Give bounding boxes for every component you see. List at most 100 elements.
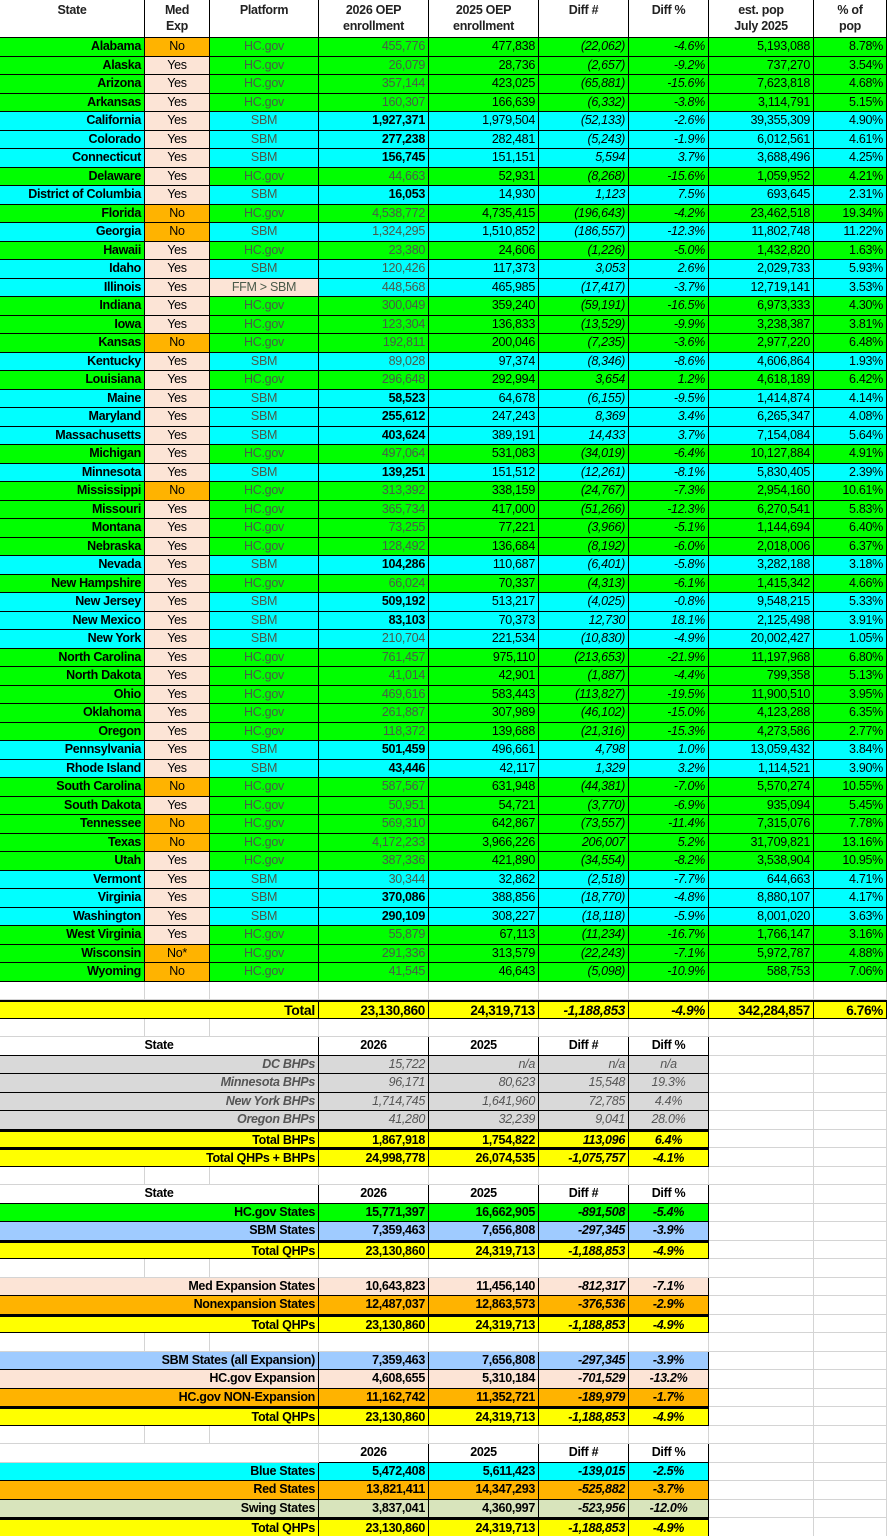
empty-cell[interactable] <box>709 1444 814 1463</box>
diff-percent[interactable]: -3.7% <box>629 278 709 297</box>
summary-value[interactable]: 12,487,037 <box>319 1296 429 1315</box>
state-name[interactable]: Washington <box>0 907 145 926</box>
platform[interactable]: HC.gov <box>210 371 319 390</box>
platform[interactable]: HC.gov <box>210 852 319 871</box>
enrollment-2025[interactable]: 313,579 <box>429 944 539 963</box>
empty-cell[interactable] <box>814 1166 887 1185</box>
empty-cell[interactable] <box>145 1425 210 1444</box>
population[interactable]: 4,606,864 <box>709 352 814 371</box>
population[interactable]: 12,719,141 <box>709 278 814 297</box>
summary-value[interactable]: 10,643,823 <box>319 1277 429 1296</box>
state-name[interactable]: Maryland <box>0 408 145 427</box>
state-name[interactable]: Arizona <box>0 75 145 94</box>
diff-percent[interactable]: -11.4% <box>629 815 709 834</box>
enrollment-2025[interactable]: 151,512 <box>429 463 539 482</box>
empty-cell[interactable] <box>0 1259 145 1278</box>
enrollment-2025[interactable]: 28,736 <box>429 56 539 75</box>
state-name[interactable]: Missouri <box>0 500 145 519</box>
medicaid-expansion[interactable]: Yes <box>145 93 210 112</box>
diff-number[interactable]: (8,192) <box>539 537 629 556</box>
diff-percent[interactable]: -7.0% <box>629 778 709 797</box>
enrollment-2025[interactable]: 24,606 <box>429 241 539 260</box>
empty-cell[interactable] <box>814 1462 887 1481</box>
summary-header[interactable]: Diff % <box>629 1185 709 1204</box>
enrollment-2026[interactable]: 41,014 <box>319 667 429 686</box>
enrollment-2025[interactable]: 307,989 <box>429 704 539 723</box>
summary-value[interactable]: -4.9% <box>629 1518 709 1536</box>
population[interactable]: 799,358 <box>709 667 814 686</box>
column-header[interactable]: State <box>0 0 145 38</box>
summary-label[interactable]: Minnesota BHPs <box>0 1074 319 1093</box>
percent-of-pop[interactable]: 3.95% <box>814 685 887 704</box>
summary-value[interactable]: -812,317 <box>539 1277 629 1296</box>
enrollment-2025[interactable]: 417,000 <box>429 500 539 519</box>
medicaid-expansion[interactable]: No <box>145 815 210 834</box>
enrollment-2026[interactable]: 569,310 <box>319 815 429 834</box>
platform[interactable]: SBM <box>210 556 319 575</box>
summary-value[interactable]: 23,130,860 <box>319 1518 429 1536</box>
enrollment-2025[interactable]: 292,994 <box>429 371 539 390</box>
enrollment-2026[interactable]: 290,109 <box>319 907 429 926</box>
state-name[interactable]: Wyoming <box>0 963 145 982</box>
enrollment-2026[interactable]: 120,426 <box>319 260 429 279</box>
population[interactable]: 8,880,107 <box>709 889 814 908</box>
summary-value[interactable]: 1,641,960 <box>429 1092 539 1111</box>
diff-number[interactable]: (6,155) <box>539 389 629 408</box>
medicaid-expansion[interactable]: Yes <box>145 667 210 686</box>
column-header[interactable]: Platform <box>210 0 319 38</box>
population[interactable]: 10,127,884 <box>709 445 814 464</box>
summary-label[interactable]: Total QHPs <box>0 1314 319 1333</box>
summary-label[interactable]: HC.gov Expansion <box>0 1370 319 1389</box>
summary-header[interactable]: Diff % <box>629 1444 709 1463</box>
medicaid-expansion[interactable]: Yes <box>145 315 210 334</box>
enrollment-2026[interactable]: 192,811 <box>319 334 429 353</box>
empty-cell[interactable] <box>709 1296 814 1315</box>
state-name[interactable]: New Mexico <box>0 611 145 630</box>
state-name[interactable]: Texas <box>0 833 145 852</box>
population[interactable]: 9,548,215 <box>709 593 814 612</box>
summary-value[interactable]: -376,536 <box>539 1296 629 1315</box>
diff-percent[interactable]: -7.7% <box>629 870 709 889</box>
enrollment-2025[interactable]: 97,374 <box>429 352 539 371</box>
state-name[interactable]: New Jersey <box>0 593 145 612</box>
diff-number[interactable]: (7,235) <box>539 334 629 353</box>
percent-of-pop[interactable]: 1.05% <box>814 630 887 649</box>
enrollment-2026[interactable]: 497,064 <box>319 445 429 464</box>
empty-cell[interactable] <box>319 1333 429 1352</box>
empty-cell[interactable] <box>0 1166 145 1185</box>
diff-number[interactable]: (13,529) <box>539 315 629 334</box>
diff-percent[interactable]: -4.4% <box>629 667 709 686</box>
empty-cell[interactable] <box>629 1259 709 1278</box>
percent-of-pop[interactable]: 3.63% <box>814 907 887 926</box>
summary-value[interactable]: -2.9% <box>629 1296 709 1315</box>
total-value[interactable]: 23,130,860 <box>319 1000 429 1019</box>
empty-cell[interactable] <box>709 1166 814 1185</box>
empty-cell[interactable] <box>709 1259 814 1278</box>
enrollment-2026[interactable]: 210,704 <box>319 630 429 649</box>
state-name[interactable]: West Virginia <box>0 926 145 945</box>
empty-cell[interactable] <box>319 981 429 1000</box>
diff-number[interactable]: (2,657) <box>539 56 629 75</box>
enrollment-2026[interactable]: 761,457 <box>319 648 429 667</box>
platform[interactable]: HC.gov <box>210 944 319 963</box>
enrollment-2026[interactable]: 4,172,233 <box>319 833 429 852</box>
platform[interactable]: HC.gov <box>210 537 319 556</box>
empty-cell[interactable] <box>709 1037 814 1056</box>
summary-header[interactable]: Diff % <box>629 1037 709 1056</box>
percent-of-pop[interactable]: 4.68% <box>814 75 887 94</box>
empty-cell[interactable] <box>629 1018 709 1037</box>
population[interactable]: 4,618,189 <box>709 371 814 390</box>
enrollment-2025[interactable]: 54,721 <box>429 796 539 815</box>
summary-value[interactable]: -297,345 <box>539 1351 629 1370</box>
platform[interactable]: HC.gov <box>210 926 319 945</box>
summary-value[interactable]: 41,280 <box>319 1111 429 1130</box>
empty-cell[interactable] <box>210 1259 319 1278</box>
enrollment-2026[interactable]: 313,392 <box>319 482 429 501</box>
enrollment-2026[interactable]: 448,568 <box>319 278 429 297</box>
platform[interactable]: HC.gov <box>210 204 319 223</box>
population[interactable]: 39,355,309 <box>709 112 814 131</box>
diff-number[interactable]: (65,881) <box>539 75 629 94</box>
population[interactable]: 2,954,160 <box>709 482 814 501</box>
state-name[interactable]: District of Columbia <box>0 186 145 205</box>
enrollment-2025[interactable]: 975,110 <box>429 648 539 667</box>
